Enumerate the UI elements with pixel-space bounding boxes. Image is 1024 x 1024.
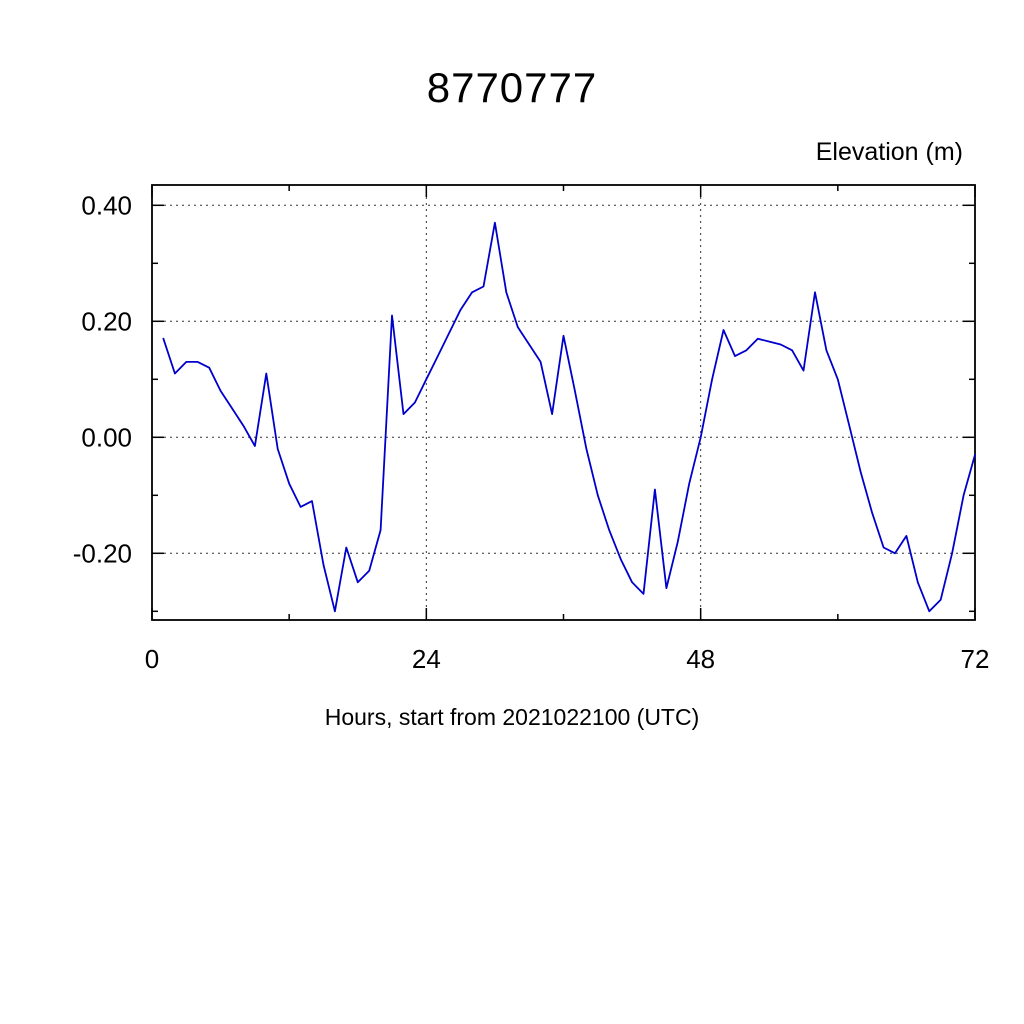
- x-tick-label: 0: [145, 644, 159, 674]
- chart-title: 8770777: [426, 64, 598, 111]
- y-tick-label: 0.00: [81, 422, 132, 452]
- x-axis-label: Hours, start from 2021022100 (UTC): [324, 704, 700, 730]
- y-tick-label: 0.40: [81, 190, 132, 220]
- y-tick-label: -0.20: [73, 538, 132, 568]
- y-axis-label: Elevation (m): [815, 138, 963, 166]
- y-tick-label: 0.20: [81, 306, 132, 336]
- data-line: [162, 221, 976, 613]
- x-tick-label: 24: [412, 644, 441, 674]
- x-tick-label: 48: [686, 644, 715, 674]
- plot-border: [151, 184, 976, 621]
- x-tick-label: 72: [961, 644, 990, 674]
